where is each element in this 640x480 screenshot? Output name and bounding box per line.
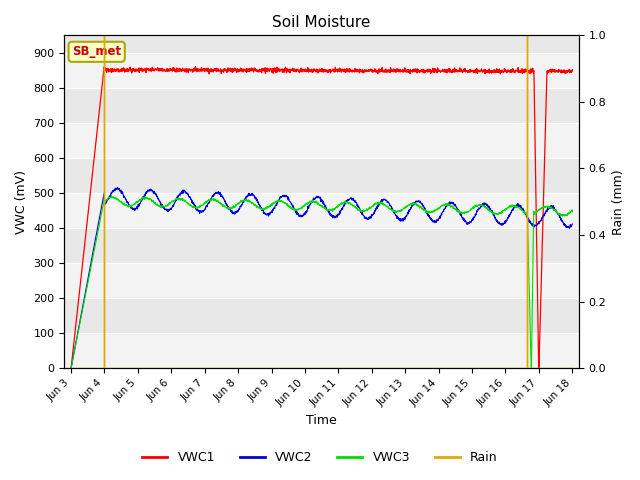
X-axis label: Time: Time (307, 414, 337, 427)
Y-axis label: Rain (mm): Rain (mm) (612, 169, 625, 235)
Title: Soil Moisture: Soil Moisture (273, 15, 371, 30)
Text: SB_met: SB_met (72, 45, 121, 58)
Bar (65, 193, 579, 228)
Y-axis label: VWC (mV): VWC (mV) (15, 170, 28, 234)
Bar (65, 123, 579, 158)
Bar (65, 263, 579, 298)
Bar (65, 333, 579, 368)
Bar (65, 53, 579, 88)
Legend: VWC1, VWC2, VWC3, Rain: VWC1, VWC2, VWC3, Rain (138, 446, 502, 469)
